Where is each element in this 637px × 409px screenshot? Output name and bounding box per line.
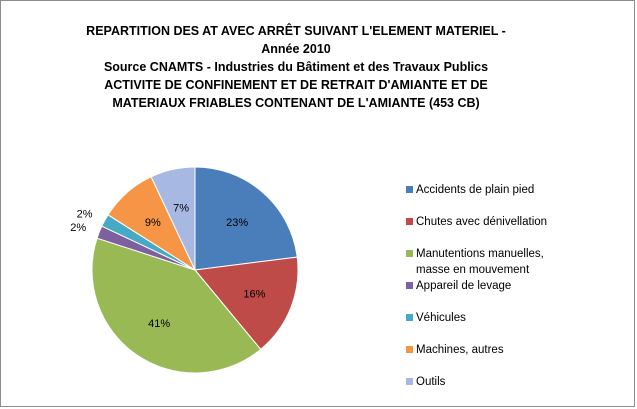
- chart-title-line: MATERIAUX FRIABLES CONTENANT DE L'AMIANT…: [112, 96, 479, 110]
- data-label: 23%: [226, 217, 248, 229]
- legend-label: Véhicules: [416, 312, 466, 324]
- data-label: 41%: [148, 318, 170, 330]
- legend: Accidents de plain pied Chutes avec déniv…: [406, 184, 547, 388]
- legend-label: Machines, autres: [416, 344, 504, 356]
- data-label: 9%: [145, 217, 161, 229]
- data-label: 16%: [243, 289, 265, 301]
- legend-label: masse en mouvement: [416, 264, 530, 276]
- chart-title-line: Source CNAMTS - Industries du Bâtiment e…: [104, 60, 488, 74]
- pie-slice: [91, 237, 262, 374]
- legend-swatch: [406, 282, 413, 289]
- pie-slice: [194, 166, 298, 271]
- pie-slice: [194, 256, 299, 351]
- legend-swatch: [406, 314, 413, 321]
- legend-label: Outils: [416, 376, 446, 388]
- legend-label: Chutes avec dénivellation: [416, 216, 547, 228]
- legend-swatch: [406, 218, 413, 225]
- legend-swatch: [406, 250, 413, 257]
- chart-title-line: Année 2010: [261, 42, 331, 56]
- legend-swatch: [406, 346, 413, 353]
- chart-title-line: REPARTITION DES AT AVEC ARRÊT SUIVANT L'…: [86, 23, 506, 38]
- legend-swatch: [406, 186, 413, 193]
- legend-label: Accidents de plain pied: [416, 184, 534, 196]
- data-label: 2%: [70, 222, 86, 234]
- data-labels: 23% 16% 41% 2%2% 9% 7%: [70, 203, 265, 330]
- chart-title-line: ACTIVITE DE CONFINEMENT ET DE RETRAIT D'…: [104, 78, 488, 92]
- legend-label: Manutentions manuelles,: [416, 248, 544, 260]
- legend-label: Appareil de levage: [416, 280, 511, 292]
- data-label: 2%: [77, 209, 93, 221]
- data-label: 7%: [173, 203, 189, 215]
- pie-slices: [91, 166, 299, 374]
- chart-title: REPARTITION DES AT AVEC ARRÊT SUIVANT L'…: [86, 23, 506, 110]
- legend-swatch: [406, 378, 413, 385]
- pie-slice: [150, 166, 196, 271]
